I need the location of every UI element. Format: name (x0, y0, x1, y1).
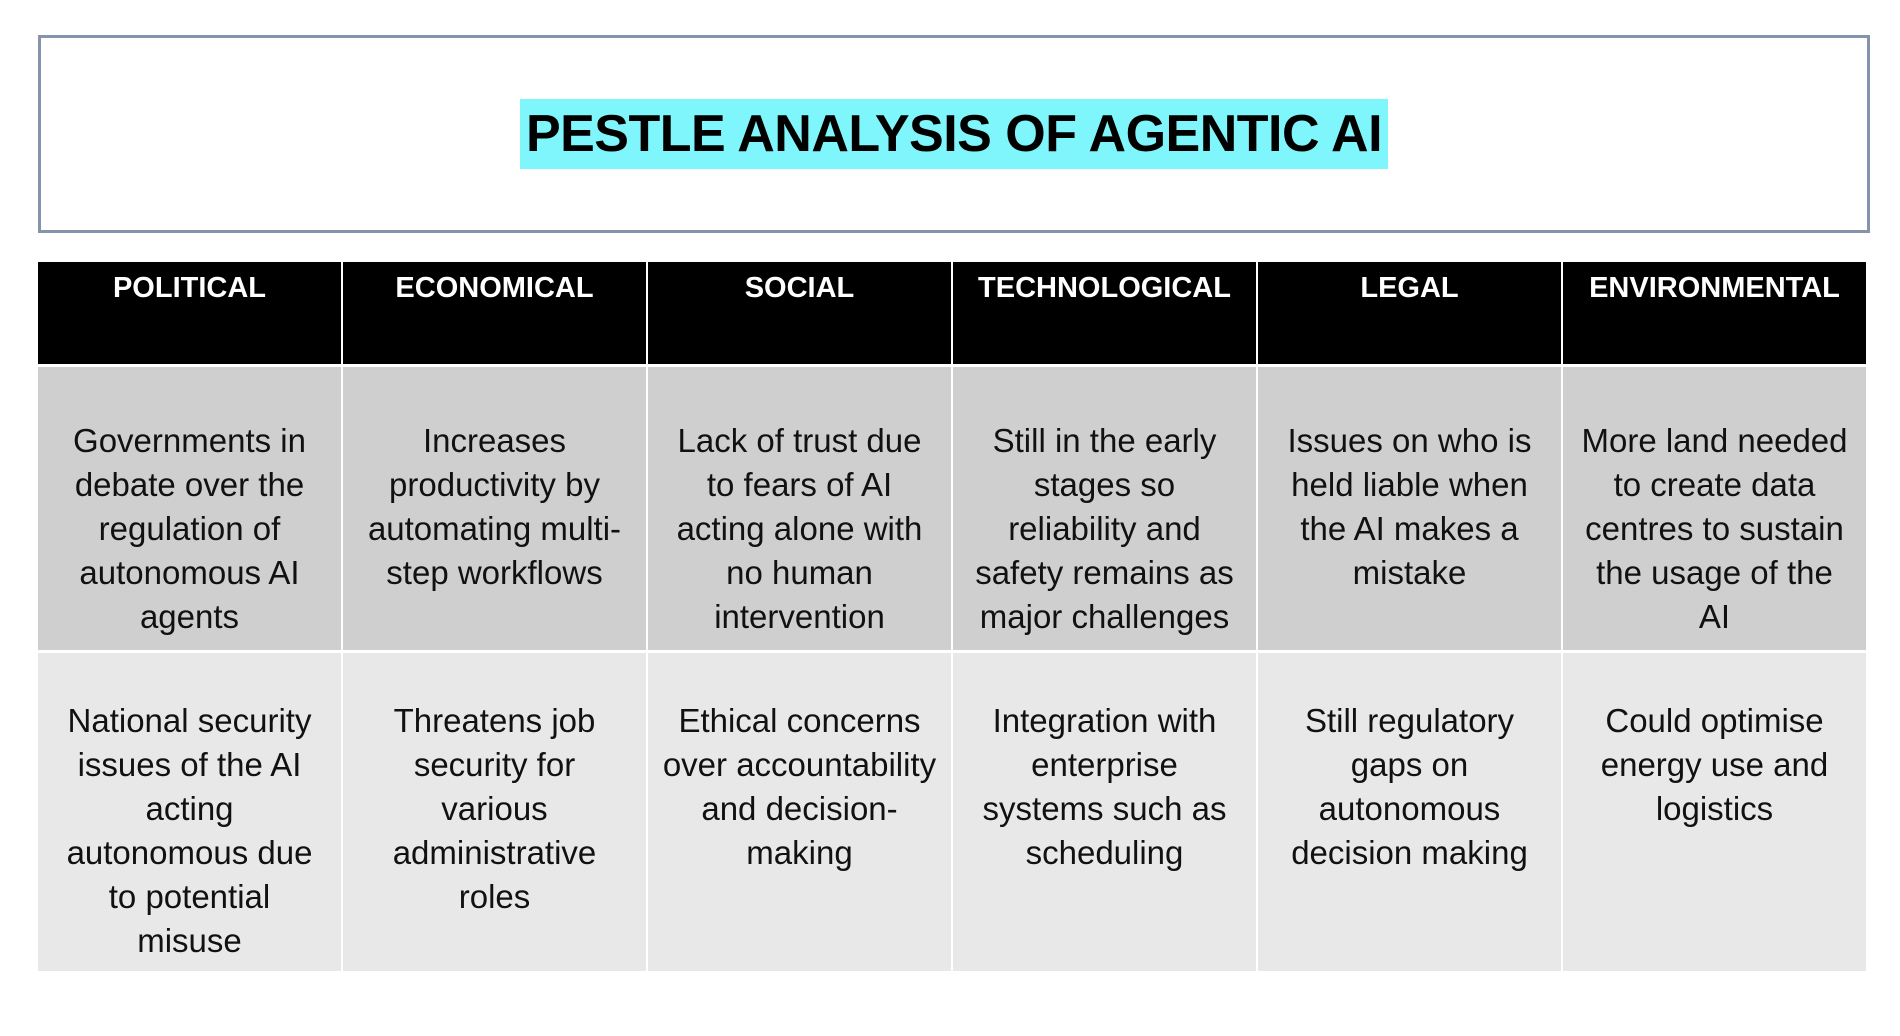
cell-technological: Integration with enterprise systems such… (953, 653, 1256, 971)
title-box: PESTLE ANALYSIS OF AGENTIC AI (38, 35, 1870, 233)
header-technological: TECHNOLOGICAL (953, 262, 1256, 364)
pestle-table: POLITICAL ECONOMICAL SOCIAL TECHNOLOGICA… (36, 259, 1868, 974)
cell-economical: Threatens job security for various admin… (343, 653, 646, 971)
cell-environmental: Could optimise energy use and logistics (1563, 653, 1866, 971)
header-legal: LEGAL (1258, 262, 1561, 364)
cell-social: Lack of trust due to fears of AI acting … (648, 367, 951, 650)
cell-social: Ethical concerns over accountability and… (648, 653, 951, 971)
header-environmental: ENVIRONMENTAL (1563, 262, 1866, 364)
header-political: POLITICAL (38, 262, 341, 364)
header-social: SOCIAL (648, 262, 951, 364)
header-economical: ECONOMICAL (343, 262, 646, 364)
cell-legal: Still regulatory gaps on autonomous deci… (1258, 653, 1561, 971)
cell-technological: Still in the early stages so reliability… (953, 367, 1256, 650)
cell-political: National security issues of the AI actin… (38, 653, 341, 971)
table-row: National security issues of the AI actin… (38, 653, 1866, 971)
table-row: Governments in debate over the regulatio… (38, 367, 1866, 650)
cell-environmental: More land needed to create data centres … (1563, 367, 1866, 650)
cell-economical: Increases productivity by automating mul… (343, 367, 646, 650)
page-title: PESTLE ANALYSIS OF AGENTIC AI (519, 99, 1389, 169)
cell-political: Governments in debate over the regulatio… (38, 367, 341, 650)
cell-legal: Issues on who is held liable when the AI… (1258, 367, 1561, 650)
header-row: POLITICAL ECONOMICAL SOCIAL TECHNOLOGICA… (38, 262, 1866, 364)
